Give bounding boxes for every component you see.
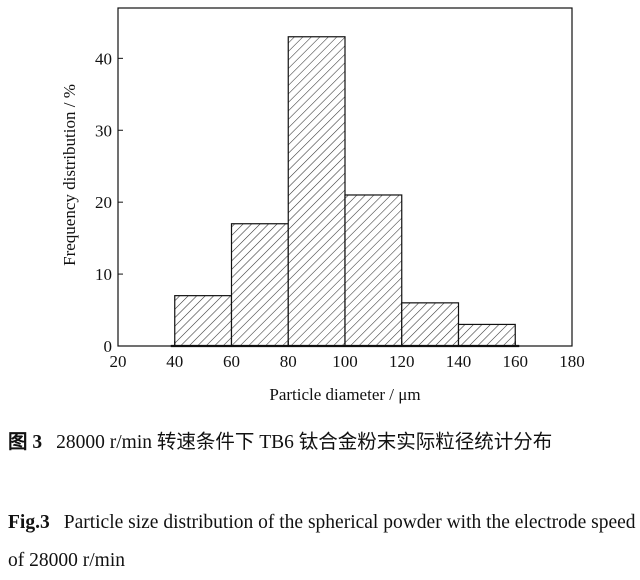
x-axis: 20 40 60 80 100 120 140 160 180 [110, 341, 585, 371]
caption-label-en: Fig.3 [8, 512, 50, 533]
caption-text-zh: 28000 r/min 转速条件下 TB6 钛合金粉末实际粒径统计分布 [56, 432, 553, 453]
x-tick-label-80: 80 [280, 352, 297, 371]
y-tick-label-0: 0 [104, 337, 113, 356]
x-tick-label-120: 120 [389, 352, 415, 371]
x-tick-label-100: 100 [332, 352, 358, 371]
histogram-bar-140-160 [457, 323, 516, 347]
x-tick-label-20: 20 [110, 352, 127, 371]
bars-layer [170, 36, 520, 348]
y-tick-label-30: 30 [95, 121, 112, 140]
figure-caption-english: Fig.3 Particle size distribution of the s… [8, 504, 640, 580]
caption-text-en: Particle size distribution of the spheri… [8, 512, 636, 571]
figure-caption-chinese: 图 3 28000 r/min 转速条件下 TB6 钛合金粉末实际粒径统计分布 [8, 424, 636, 462]
y-tick-label-20: 20 [95, 193, 112, 212]
x-tick-label-180: 180 [559, 352, 585, 371]
histogram-bar-100-120 [344, 194, 403, 347]
x-tick-label-40: 40 [166, 352, 183, 371]
y-tick-label-10: 10 [95, 265, 112, 284]
x-axis-label: Particle diameter / μm [269, 385, 420, 404]
x-tick-label-160: 160 [503, 352, 529, 371]
histogram-bar-60-80 [230, 223, 289, 347]
histogram-bar-120-140 [401, 302, 460, 347]
x-tick-label-60: 60 [223, 352, 240, 371]
histogram-bar-80-100 [287, 36, 346, 347]
histogram-chart: 20 40 60 80 100 120 140 160 180 0 10 20 30 40 Partic… [60, 7, 585, 404]
caption-label-zh: 图 3 [8, 432, 43, 453]
x-tick-label-140: 140 [446, 352, 472, 371]
y-tick-label-40: 40 [95, 49, 112, 68]
y-axis-label: Frequency distribution / % [60, 84, 79, 266]
y-axis: 0 10 20 30 40 [95, 49, 123, 356]
histogram-bar-40-60 [174, 295, 233, 347]
